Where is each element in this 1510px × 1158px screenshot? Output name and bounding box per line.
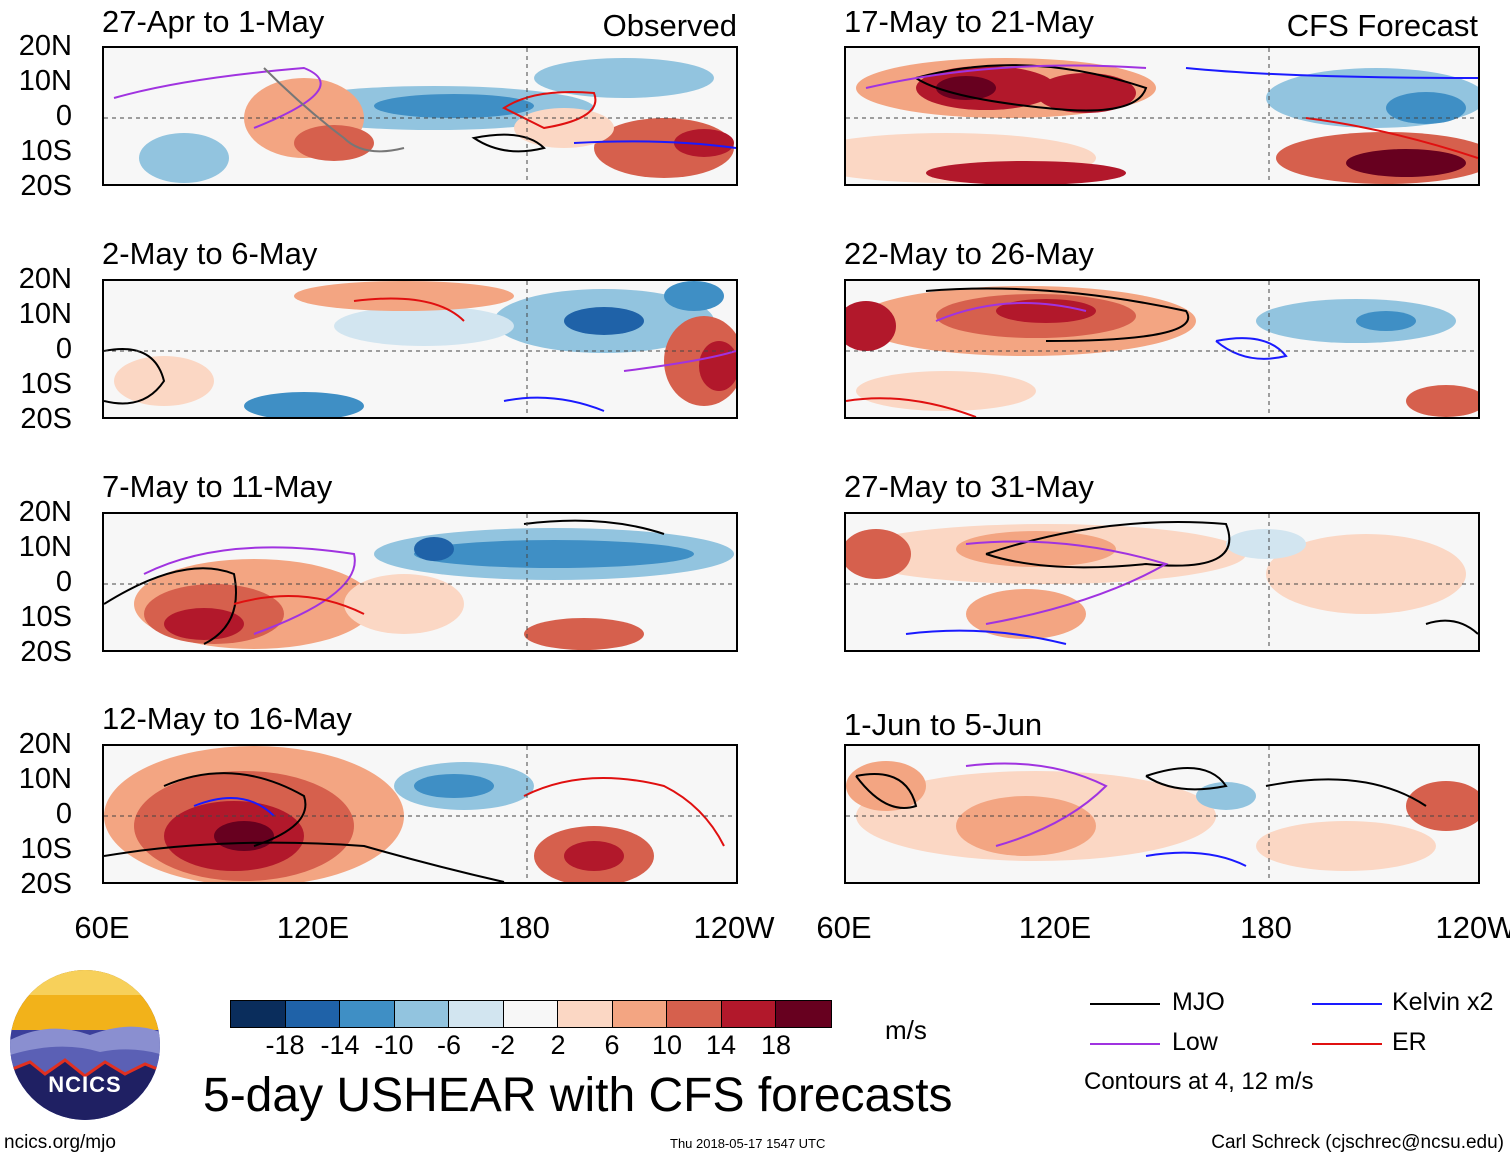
footer-credit: Carl Schreck (cjschrec@ncsu.edu) xyxy=(1211,1132,1504,1153)
lat-label: 20S xyxy=(20,636,72,668)
colorbar-swatch xyxy=(449,1001,504,1027)
lon-label: 60E xyxy=(816,910,872,945)
lon-label: 120E xyxy=(276,910,350,945)
lat-label: 10N xyxy=(18,531,72,563)
colorbar-swatch xyxy=(667,1001,722,1027)
lat-label: 20N xyxy=(18,728,72,760)
lat-label: 20N xyxy=(18,496,72,528)
lat-label: 20N xyxy=(18,30,72,62)
map-panel-observed-3 xyxy=(102,512,738,652)
colorbar-label: -10 xyxy=(374,1030,414,1060)
map-panel-observed-1 xyxy=(102,46,738,186)
panel-title: 27-Apr to 1-May xyxy=(102,4,325,39)
panel-title: 22-May to 26-May xyxy=(844,236,1094,271)
lat-label: 0 xyxy=(55,100,72,132)
lon-label: 180 xyxy=(498,910,550,945)
legend-label: Kelvin x2 xyxy=(1392,988,1494,1016)
map-panel-forecast-2 xyxy=(844,279,1480,419)
observed-label: Observed xyxy=(602,8,737,43)
legend-note: Contours at 4, 12 m/s xyxy=(1084,1068,1314,1095)
lat-label: 0 xyxy=(55,333,72,365)
colorbar-label: 6 xyxy=(604,1030,620,1060)
colorbar-swatch xyxy=(558,1001,613,1027)
lat-label: 10N xyxy=(18,65,72,97)
legend-line-mjo xyxy=(1090,1003,1160,1005)
map-panel-forecast-3 xyxy=(844,512,1480,652)
lat-label: 10N xyxy=(18,763,72,795)
colorbar-label: 18 xyxy=(760,1030,792,1060)
lat-label: 10S xyxy=(20,601,72,633)
lon-label: 120E xyxy=(1018,910,1092,945)
footer-timestamp: Thu 2018-05-17 1547 UTC xyxy=(670,1136,826,1151)
map-panel-observed-4 xyxy=(102,744,738,884)
panel-title: 2-May to 6-May xyxy=(102,236,318,271)
logo-text: NCICS xyxy=(48,1072,122,1097)
lon-label: 120W xyxy=(693,910,775,945)
lon-label: 60E xyxy=(74,910,130,945)
colorbar-swatch xyxy=(231,1001,286,1027)
lat-label: 0 xyxy=(55,798,72,830)
lat-label: 20S xyxy=(20,170,72,202)
map-panel-forecast-1 xyxy=(844,46,1480,186)
lat-label: 10S xyxy=(20,135,72,167)
colorbar-label: -2 xyxy=(490,1030,516,1060)
colorbar-units: m/s xyxy=(885,1015,927,1045)
lat-label: 10N xyxy=(18,298,72,330)
colorbar-label: -14 xyxy=(320,1030,360,1060)
colorbar-label: 10 xyxy=(651,1030,683,1060)
figure-title: 5-day USHEAR with CFS forecasts xyxy=(203,1069,953,1122)
map-panel-observed-2 xyxy=(102,279,738,419)
panel-title: 12-May to 16-May xyxy=(102,701,352,736)
lat-label: 20S xyxy=(20,868,72,900)
ncics-logo: NCICS xyxy=(10,970,160,1120)
colorbar-swatch xyxy=(776,1001,831,1027)
legend-line-kelvin xyxy=(1312,1003,1382,1005)
panel-title: 7-May to 11-May xyxy=(102,469,333,504)
lon-label: 180 xyxy=(1240,910,1292,945)
colorbar-swatch xyxy=(721,1001,776,1027)
legend-label: ER xyxy=(1392,1028,1427,1056)
colorbar-label: 2 xyxy=(550,1030,566,1060)
panel-title: 17-May to 21-May xyxy=(844,4,1094,39)
legend-label: MJO xyxy=(1172,988,1225,1016)
colorbar-swatch xyxy=(503,1001,558,1027)
legend-line-low xyxy=(1090,1043,1160,1045)
lat-label: 20N xyxy=(18,263,72,295)
colorbar-label: 14 xyxy=(705,1030,737,1060)
panel-title: 27-May to 31-May xyxy=(844,469,1094,504)
lat-label: 20S xyxy=(20,403,72,435)
colorbar-label: -18 xyxy=(265,1030,305,1060)
colorbar-swatch xyxy=(612,1001,667,1027)
colorbar xyxy=(230,1000,832,1028)
colorbar-swatch xyxy=(340,1001,395,1027)
colorbar-label: -6 xyxy=(436,1030,462,1060)
panel-title: 1-Jun to 5-Jun xyxy=(844,707,1043,742)
cfs-forecast-label: CFS Forecast xyxy=(1286,8,1478,43)
map-panel-forecast-4 xyxy=(844,744,1480,884)
footer-url: ncics.org/mjo xyxy=(4,1132,116,1153)
legend-label: Low xyxy=(1172,1028,1218,1056)
lat-label: 10S xyxy=(20,368,72,400)
lat-label: 0 xyxy=(55,566,72,598)
legend-line-er xyxy=(1312,1043,1382,1045)
lat-label: 10S xyxy=(20,833,72,865)
lon-label: 120W xyxy=(1435,910,1510,945)
colorbar-swatch xyxy=(285,1001,340,1027)
colorbar-swatch xyxy=(394,1001,449,1027)
